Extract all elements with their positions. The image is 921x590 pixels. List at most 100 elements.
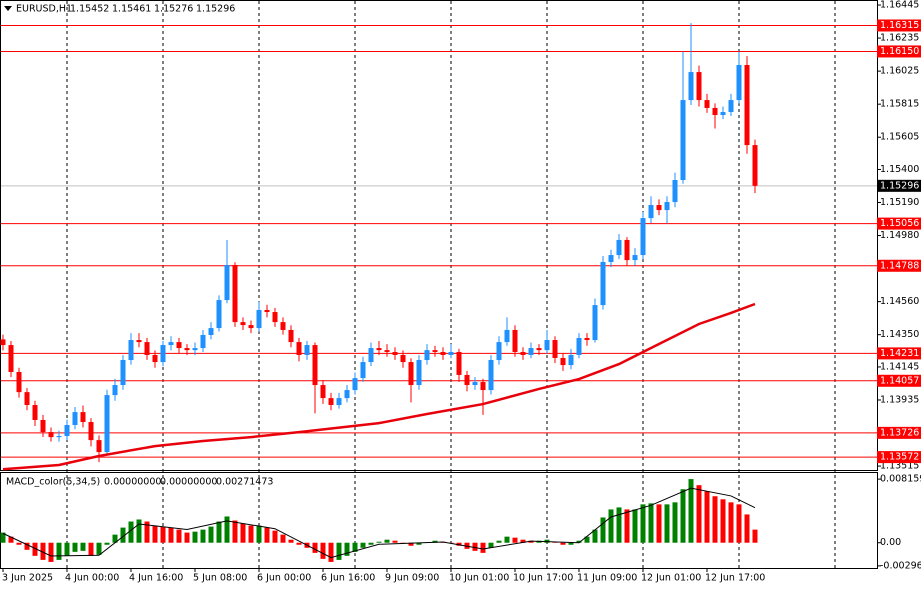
macd-bar — [432, 540, 438, 543]
candle-body — [208, 328, 214, 335]
candle-body — [64, 424, 70, 437]
y-tick-label: 1.16445 — [880, 0, 919, 11]
candle-body — [688, 72, 694, 101]
candle-body — [40, 419, 46, 433]
macd-bar — [488, 542, 494, 548]
y-tick-label: 1.15400 — [880, 164, 919, 175]
macd-bar — [336, 542, 342, 560]
macd-bar — [288, 539, 294, 543]
candle-body — [728, 100, 734, 113]
macd-bar — [216, 521, 222, 543]
level-label: 1.14231 — [880, 348, 919, 359]
candle-body — [520, 351, 526, 355]
y-tick-label: 1.13935 — [880, 394, 919, 405]
macd-bar — [56, 542, 62, 560]
candle-body — [496, 342, 502, 361]
macd-bar — [32, 542, 38, 556]
macd-bar — [192, 531, 198, 543]
candle-body — [96, 440, 102, 453]
macd-bar — [600, 517, 606, 543]
level-label-box — [877, 259, 921, 272]
level-label-box — [877, 19, 921, 32]
candle-body — [88, 422, 94, 441]
candle-body — [136, 340, 142, 343]
y-tick-label: 1.14980 — [880, 230, 919, 241]
level-label-box — [877, 374, 921, 387]
candle-body — [32, 405, 38, 420]
candle-body — [408, 362, 414, 386]
moving-average — [2, 302, 756, 471]
macd-bar — [80, 542, 86, 551]
candle-body — [296, 342, 302, 355]
y-tick-label: 1.14560 — [880, 296, 919, 307]
macd-bar — [616, 507, 622, 543]
candle-body — [672, 180, 678, 203]
macd-bar — [224, 516, 230, 543]
macd-bar — [72, 542, 78, 552]
macd-bar — [240, 523, 246, 543]
candle-body — [352, 378, 358, 391]
macd-bar — [752, 529, 758, 543]
macd-bar — [368, 542, 374, 545]
symbol-menu-arrow[interactable] — [4, 6, 12, 11]
candle-body — [504, 329, 510, 343]
macd-bar — [96, 542, 102, 555]
macd-bar — [112, 534, 118, 543]
macd-bar — [416, 542, 422, 545]
candle-body — [368, 348, 374, 363]
ohlc-value: 1.15276 — [154, 4, 193, 15]
x-tick-label: 5 Jun 08:00 — [193, 573, 247, 584]
candle-body — [216, 300, 222, 329]
macd-bar — [40, 542, 46, 560]
candle-body — [184, 348, 190, 351]
candle-body — [464, 374, 470, 386]
candle-body — [624, 239, 630, 261]
candle-body — [56, 436, 62, 438]
candle-body — [392, 351, 398, 355]
y-tick-label: 0.00 — [880, 537, 901, 548]
symbol-title: EURUSD,H1 — [16, 4, 72, 15]
y-tick-label: 1.14350 — [880, 329, 919, 340]
candle-body — [448, 351, 454, 355]
macd-bar — [320, 542, 326, 559]
candle-body — [304, 345, 310, 355]
macd-bar — [360, 542, 366, 548]
candle-body — [416, 360, 422, 386]
candle-body — [0, 339, 6, 346]
candle-body — [80, 412, 86, 423]
macd-bar — [472, 542, 478, 551]
candle-body — [664, 202, 670, 211]
macd-bar — [152, 525, 158, 543]
macd-bar — [272, 530, 278, 543]
candle-body — [512, 329, 518, 352]
macd-title: MACD_color(5,34,5) — [6, 477, 100, 488]
candle-body — [720, 112, 726, 116]
candle-body — [640, 218, 646, 256]
y-tick-label: 1.16235 — [880, 33, 919, 44]
macd-bar — [680, 489, 686, 543]
candle-body — [176, 342, 182, 349]
macd-bar — [232, 520, 238, 543]
x-tick-label: 6 Jun 16:00 — [321, 573, 375, 584]
candle-body — [224, 264, 230, 301]
candle-body — [472, 382, 478, 386]
macd-bar — [624, 509, 630, 543]
macd-bar — [16, 542, 22, 545]
level-label: 1.16150 — [880, 46, 919, 57]
macd-bar — [584, 536, 590, 543]
candle-body — [568, 354, 574, 366]
macd-bar — [48, 542, 54, 562]
macd-bar — [344, 542, 350, 556]
candle-body — [360, 362, 366, 379]
macd-bar — [720, 499, 726, 543]
x-tick-label: 4 Jun 16:00 — [129, 573, 183, 584]
candle-body — [112, 385, 118, 396]
macd-bar — [248, 525, 254, 543]
macd-bar — [568, 542, 574, 545]
macd-bar — [528, 540, 534, 543]
candle-body — [480, 382, 486, 391]
macd-bar — [104, 542, 110, 545]
macd-bar — [176, 529, 182, 543]
candle-body — [584, 337, 590, 341]
